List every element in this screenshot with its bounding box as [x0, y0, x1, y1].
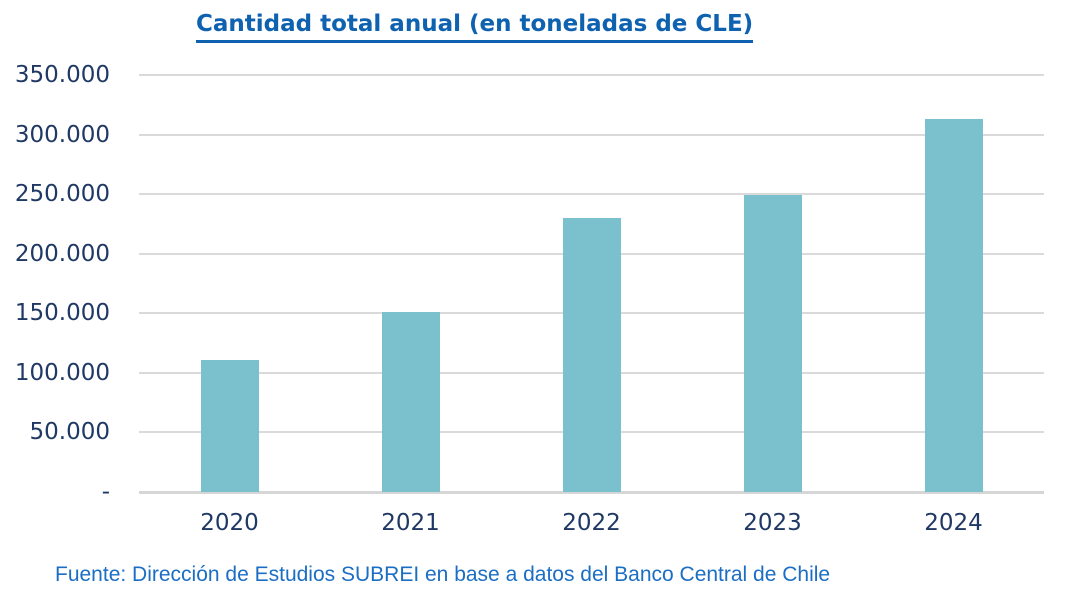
y-tick-label: 100.000 [14, 359, 110, 386]
chart-title: Cantidad total anual (en toneladas de CL… [196, 11, 754, 43]
y-tick-label: - [101, 479, 110, 505]
y-tick-label: 150.000 [14, 300, 110, 327]
gridline [139, 133, 1044, 136]
bar-2022 [562, 217, 621, 492]
bar-2021 [381, 312, 440, 492]
x-tick-label-2021: 2021 [381, 510, 440, 536]
x-tick-label-2022: 2022 [562, 510, 621, 536]
y-tick-label: 50.000 [29, 419, 110, 446]
bar-2023 [743, 195, 802, 492]
x-axis-line [139, 491, 1044, 494]
gridline [139, 193, 1044, 196]
y-tick-label: 300.000 [14, 121, 110, 148]
x-tick-label-2023: 2023 [743, 510, 802, 536]
y-tick-label: 350.000 [14, 62, 110, 88]
plot-area [139, 74, 1044, 494]
gridline [139, 74, 1044, 76]
bar-2020 [200, 359, 259, 492]
x-tick-label-2020: 2020 [200, 510, 259, 536]
source-note: Fuente: Dirección de Estudios SUBREI en … [55, 563, 831, 586]
x-tick-label-2024: 2024 [924, 510, 983, 536]
bar-2024 [924, 119, 983, 492]
y-tick-label: 200.000 [14, 240, 110, 267]
y-tick-label: 250.000 [14, 181, 110, 208]
